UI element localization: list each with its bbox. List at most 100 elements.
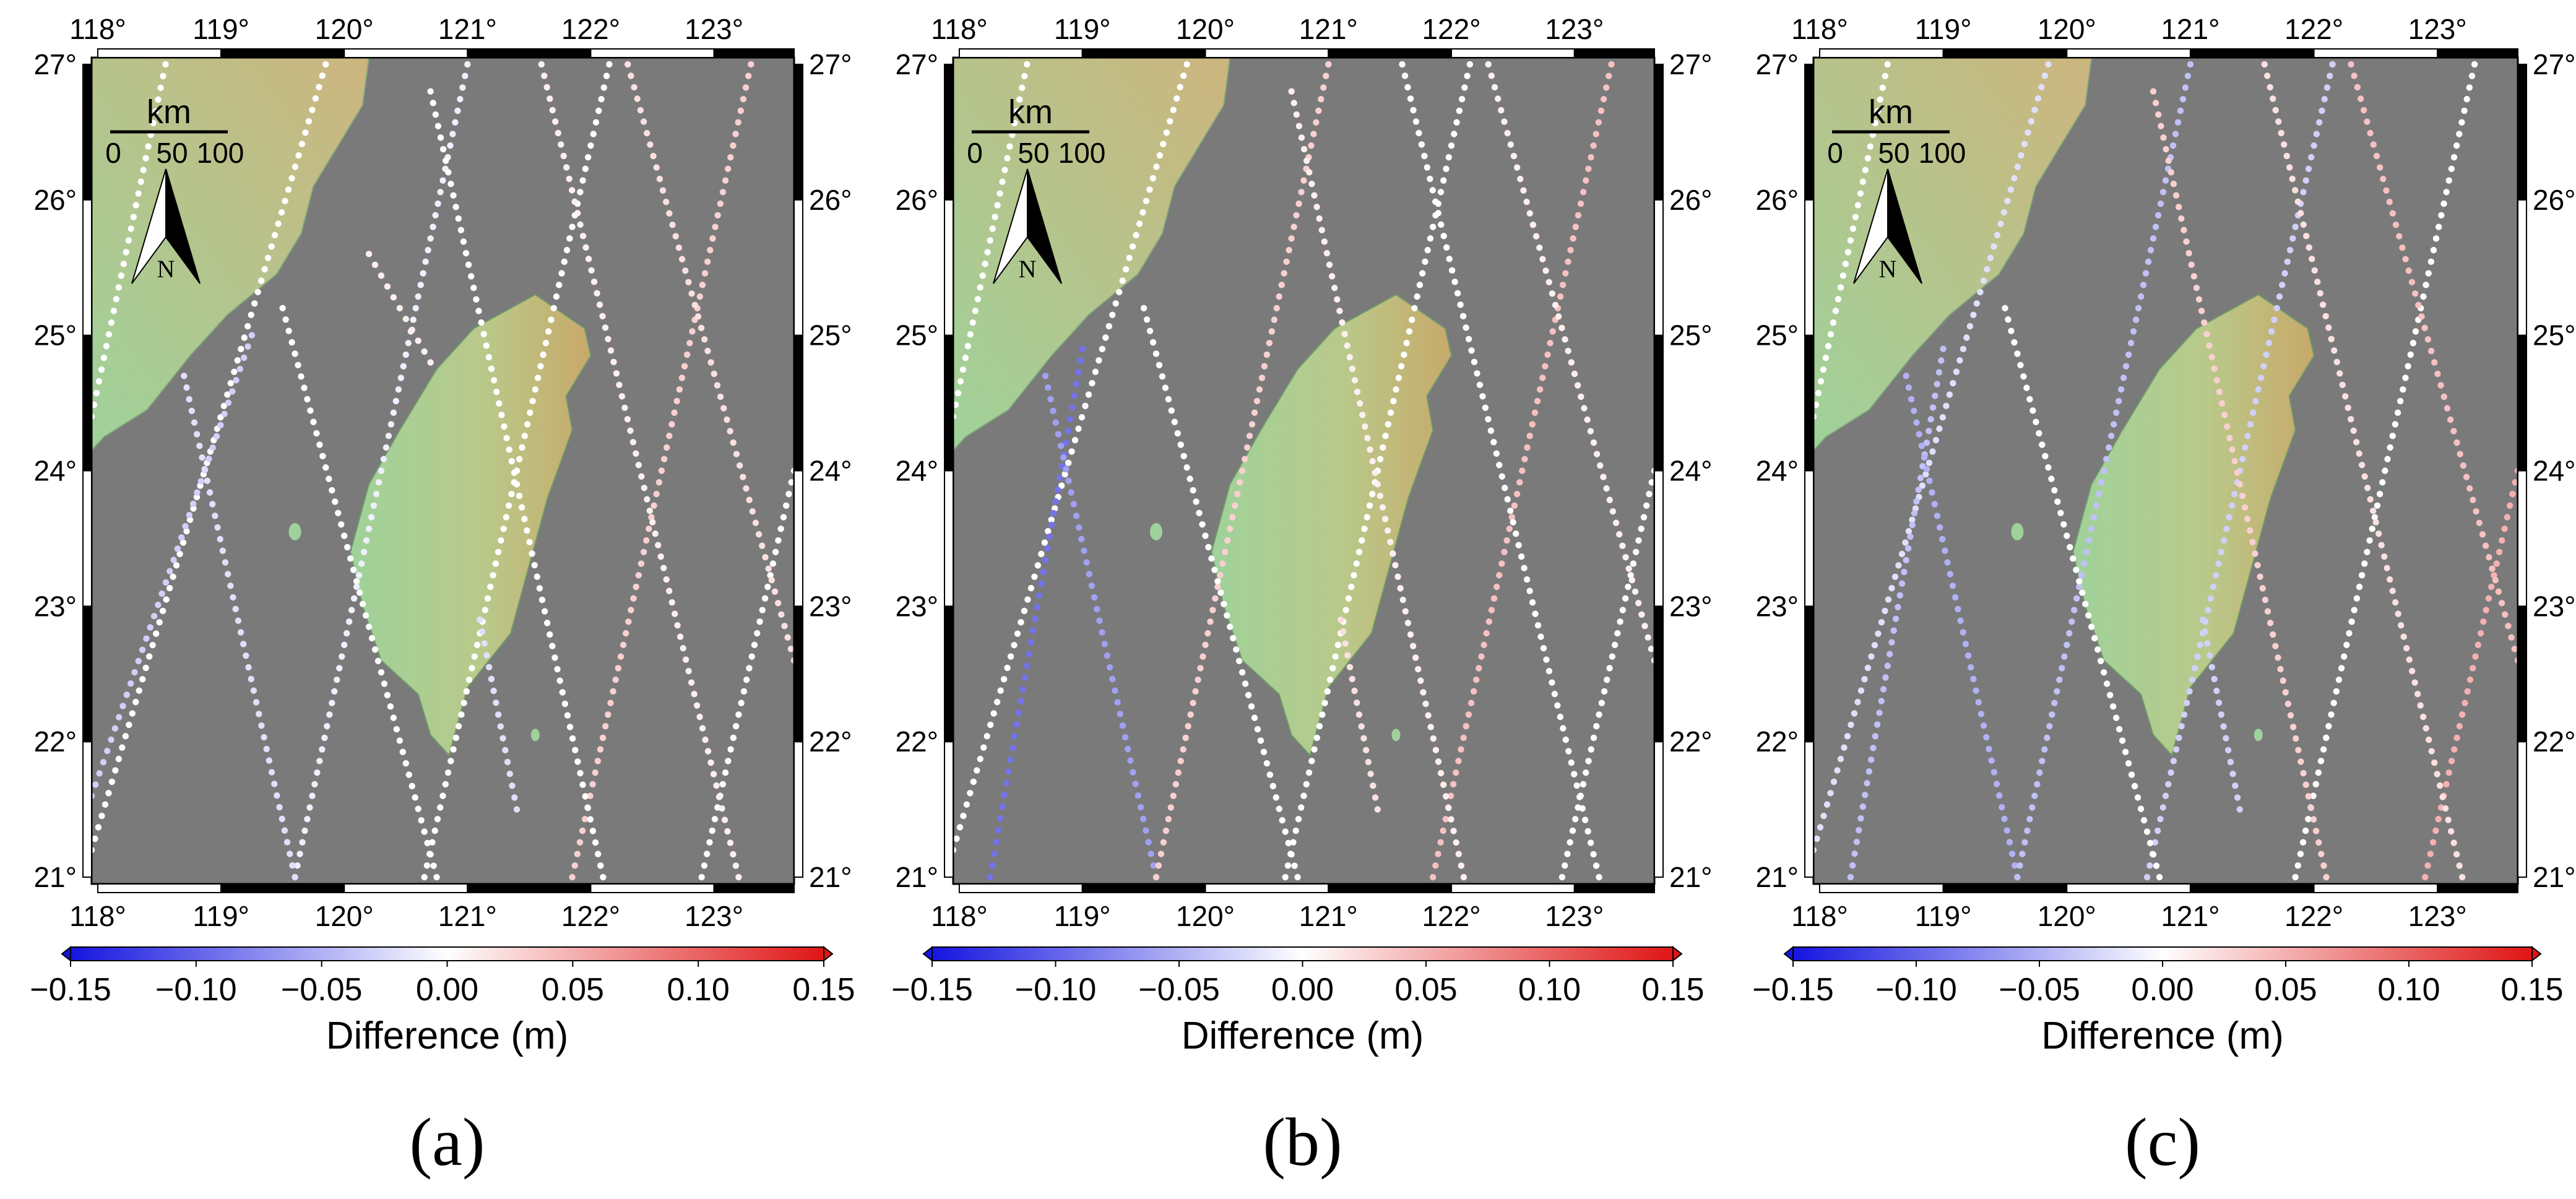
track-point <box>276 803 283 811</box>
track-point <box>652 530 659 537</box>
track-point <box>2300 189 2307 196</box>
track-point <box>1372 469 1378 476</box>
track-point <box>1424 164 1431 171</box>
track-point <box>2292 873 2299 881</box>
track-point <box>1360 735 1367 742</box>
track-point <box>1619 542 1626 549</box>
track-point <box>1336 308 1343 314</box>
track-point <box>2263 351 2270 358</box>
track-point <box>2187 61 2194 68</box>
track-point <box>217 535 223 543</box>
track-point <box>278 209 285 216</box>
track-point <box>287 851 293 857</box>
track-point <box>644 496 650 503</box>
track-point <box>1217 589 1224 596</box>
track-point <box>1593 451 1601 457</box>
track-point <box>2011 339 2018 346</box>
track-point <box>1401 351 1407 358</box>
track-point <box>2424 336 2432 343</box>
track-point <box>2162 792 2169 799</box>
track-point <box>602 324 609 331</box>
track-point <box>954 389 962 397</box>
track-point <box>1885 596 1892 603</box>
track-point <box>2199 617 2206 623</box>
track-point <box>393 725 400 733</box>
frame-scale-segment <box>82 605 92 743</box>
track-point <box>2408 279 2416 285</box>
frame-scale-segment <box>2313 883 2439 893</box>
track-point <box>483 652 490 659</box>
track-point <box>1334 641 1342 649</box>
track-point <box>2224 423 2231 430</box>
track-point <box>646 508 654 514</box>
frame-scale-segment <box>467 48 592 58</box>
track-point <box>478 628 486 635</box>
track-point <box>1381 516 1389 522</box>
track-point <box>2122 363 2130 370</box>
track-point <box>1165 816 1172 823</box>
track-point <box>2008 327 2015 334</box>
track-point <box>353 583 360 591</box>
track-point <box>2151 839 2159 846</box>
track-point <box>650 502 657 509</box>
track-point <box>640 548 647 556</box>
track-point <box>1227 623 1234 630</box>
frame-scale-segment <box>2517 334 2527 472</box>
lon-tick-label-bottom: 122° <box>2284 900 2343 932</box>
track-point <box>1077 357 1084 364</box>
track-point <box>1183 464 1190 471</box>
track-point <box>1927 416 1934 423</box>
track-point <box>326 475 332 482</box>
track-point <box>1898 580 1906 587</box>
track-point <box>1021 72 1028 80</box>
track-point <box>1871 641 1878 649</box>
track-point <box>1455 758 1462 764</box>
track-point <box>2178 722 2185 730</box>
scalebar-unit: km <box>147 93 191 131</box>
frame-scale-segment <box>1818 883 1944 893</box>
track-point <box>1523 198 1530 206</box>
track-point <box>1126 254 1133 261</box>
track-point <box>2348 61 2354 68</box>
track-point <box>657 553 664 560</box>
track-point <box>1045 527 1052 535</box>
track-point <box>1438 221 1445 228</box>
track-point <box>132 202 139 209</box>
track-point <box>642 537 650 544</box>
frame-scale-segment <box>2517 470 2527 607</box>
track-point <box>2039 441 2046 448</box>
lat-tick-label-right: 24° <box>1669 455 1713 487</box>
track-point <box>1313 119 1320 126</box>
track-point <box>504 758 511 766</box>
track-point <box>1817 378 1825 385</box>
track-point <box>519 444 525 451</box>
track-point <box>481 640 488 647</box>
track-point <box>704 258 711 266</box>
scalebar-label: 100 <box>1919 137 1966 169</box>
track-point <box>1867 143 1874 150</box>
track-point <box>279 305 286 312</box>
track-point <box>1061 471 1068 478</box>
track-point <box>2236 806 2243 813</box>
track-point <box>974 296 981 303</box>
track-point <box>1014 630 1021 637</box>
track-point <box>556 677 563 684</box>
track-point <box>1342 607 1349 613</box>
track-point <box>477 617 483 623</box>
track-point <box>2434 370 2441 378</box>
colorbar-tick-label: −0.10 <box>155 972 237 1008</box>
frame-scale-segment <box>958 48 1083 58</box>
track-point <box>1266 339 1273 347</box>
track-point <box>1588 154 1594 161</box>
track-point <box>1011 733 1018 740</box>
colorbar-tick-label: −0.15 <box>891 972 973 1008</box>
track-point <box>1457 301 1464 308</box>
track-point <box>329 699 335 706</box>
track-point <box>2309 256 2315 262</box>
track-point <box>412 305 419 312</box>
track-point <box>745 72 752 79</box>
track-point <box>1488 607 1495 613</box>
track-point <box>1300 792 1307 799</box>
track-point <box>339 653 345 660</box>
frame-scale-segment <box>2189 48 2315 58</box>
